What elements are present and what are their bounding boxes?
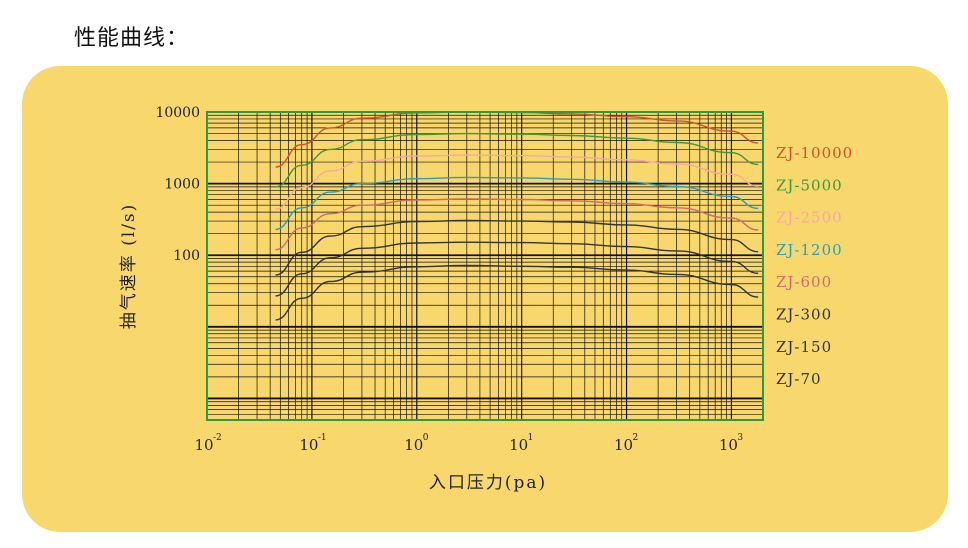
series-label-zj-2500: ZJ-2500 [776,209,843,227]
chart-panel [22,66,948,532]
x-tick-label: 10 -1 [299,433,326,454]
x-tick-base: 10 [719,436,738,454]
x-tick-label: 10 2 [614,433,638,454]
series-label-zj-10000: ZJ-10000 [776,144,853,162]
x-tick-exponent: 1 [528,433,534,443]
x-tick-exponent: -1 [318,433,327,443]
series-label-zj-70: ZJ-70 [776,370,822,388]
x-tick-exponent: -2 [213,433,222,443]
x-tick-exponent: 0 [423,433,429,443]
series-label-zj-1200: ZJ-1200 [776,241,843,259]
series-labels: ZJ-10000 ZJ-5000 ZJ-2500 ZJ-1200 ZJ-600 ZJ-30… [776,144,853,388]
y-tick-label: 100 [173,248,200,264]
x-tick-label: 10 3 [719,433,744,454]
x-tick-base: 10 [404,436,423,454]
x-tick-label: 10 1 [509,433,533,454]
series-line-zj-2500 [275,154,759,210]
x-tick-label: 10 0 [404,433,429,454]
x-tick-label: 10 -2 [194,433,221,454]
plot-frame [206,111,764,421]
x-tick-base: 10 [194,436,213,454]
y-tick-label: 1000 [164,177,200,193]
series-line-zj-600 [275,198,759,251]
y-tick-labels: 10000 1000 100 [155,105,200,264]
x-tick-base: 10 [614,436,633,454]
x-axis-title: 入口压力(pa) [429,473,547,493]
series-line-zj-300 [275,219,759,276]
series-label-zj-300: ZJ-300 [776,306,832,324]
y-tick-label: 10000 [155,105,200,121]
y-axis-title: 抽气速率 (l/s) [119,203,139,330]
x-tick-labels: 10 -2 10 -1 10 0 10 1 10 2 10 3 [194,433,743,454]
x-tick-base: 10 [299,436,318,454]
x-tick-base: 10 [509,436,528,454]
series-line-zj-5000 [275,132,759,188]
series-line-zj-150 [275,241,759,297]
page-heading: 性能曲线： [74,26,190,51]
series-label-zj-150: ZJ-150 [776,338,832,356]
series-line-zj-1200 [275,176,759,230]
series-line-zj-70 [275,264,759,321]
x-tick-exponent: 3 [737,433,743,443]
x-tick-exponent: 2 [633,433,639,443]
series-label-zj-600: ZJ-600 [776,273,832,291]
series-label-zj-5000: ZJ-5000 [776,176,843,194]
